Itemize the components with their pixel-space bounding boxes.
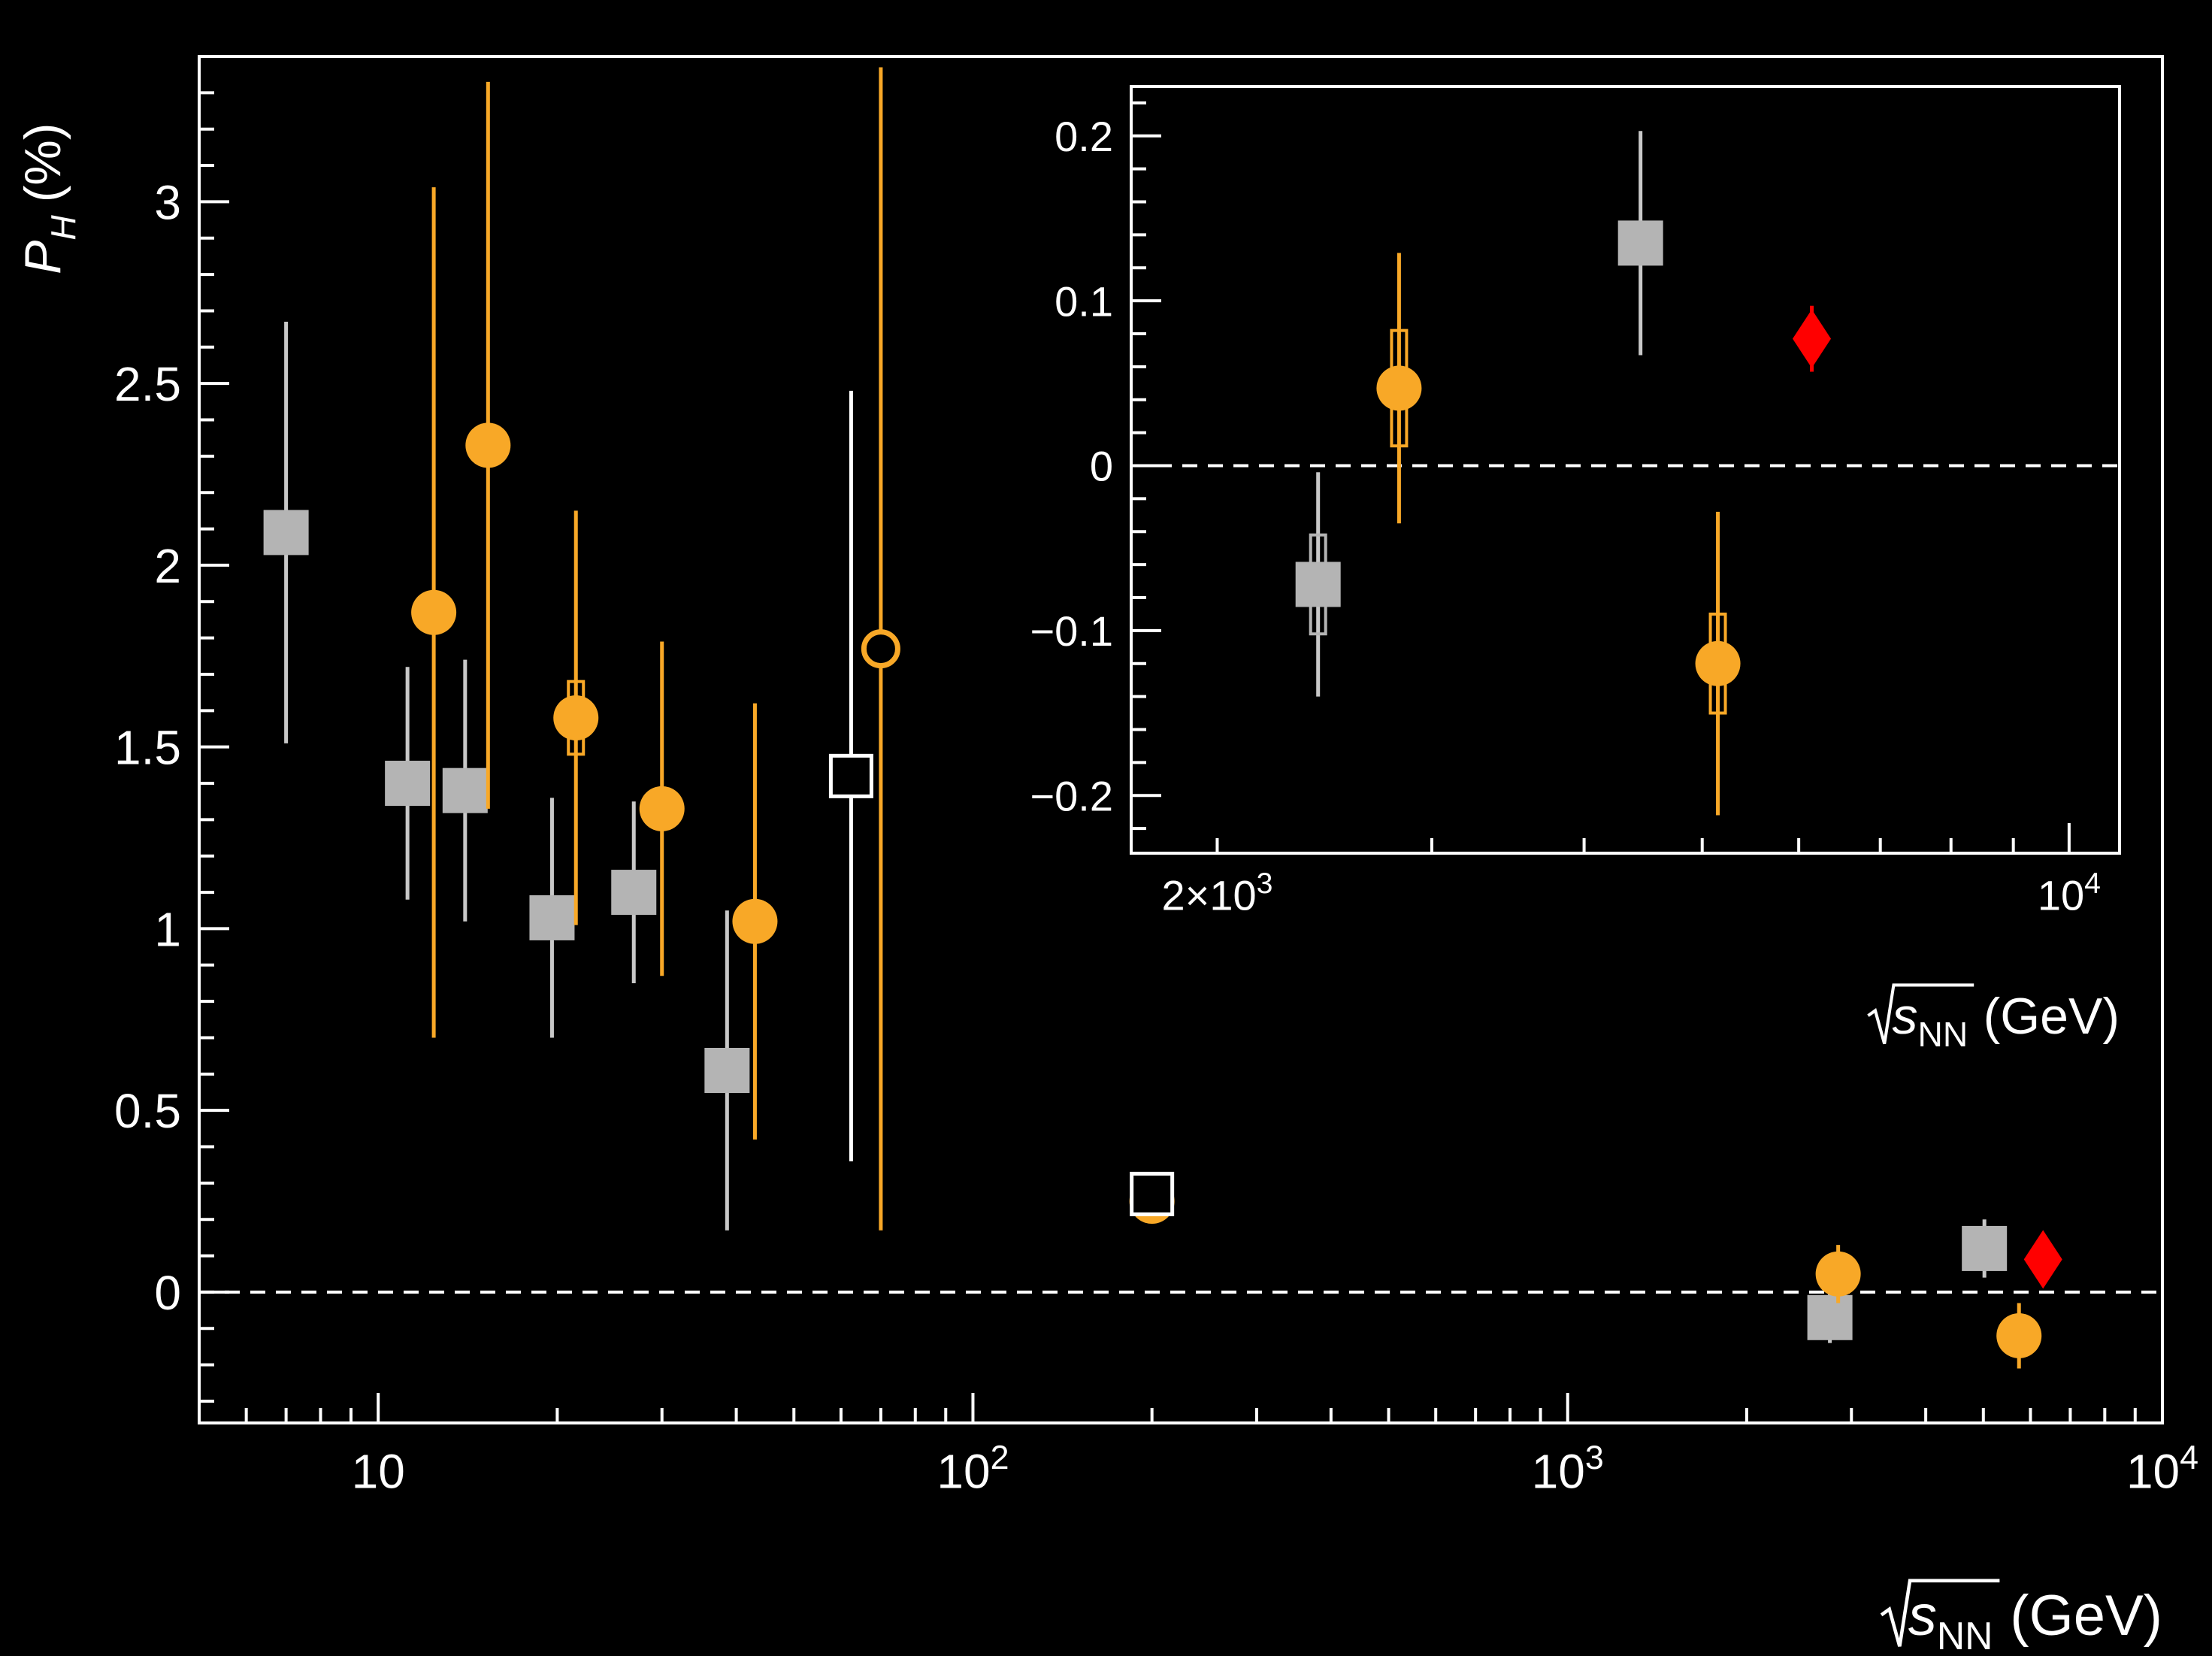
inset-data-point-circle (1695, 640, 1741, 686)
main-series-square-open (828, 390, 1175, 1216)
main-data-point-diamond (2023, 1230, 2062, 1289)
inset-y-tick-label: −0.1 (1030, 607, 1113, 655)
inset-data-point-square (1295, 562, 1341, 607)
main-data-point-circle (465, 422, 511, 468)
main-data-point-square (529, 895, 575, 940)
main-y-tick-label: 0.5 (114, 1084, 181, 1138)
inset-x-tick-label: 2×103 (1161, 867, 1272, 919)
main-y-axis: 0 0.5 1 1.5 2 2.5 3 (114, 55, 229, 1403)
inset-data-point-circle (1376, 365, 1422, 411)
main-series-diamond-filled (2023, 1230, 2062, 1289)
main-x-tick-label: 102 (937, 1439, 1009, 1499)
inset-data-point-diamond (1793, 309, 1832, 368)
main-y-axis-title: PH(%) (14, 123, 83, 274)
main-data-point-circle (411, 589, 457, 635)
inset-panel: 2×103 104 −0.2 −0.1 0 0.1 0.2 sNN (GeV) (1030, 85, 2121, 1054)
inset-y-tick-label: −0.2 (1030, 772, 1113, 819)
main-series-circle-open (861, 67, 900, 1231)
main-data-point-circle (732, 898, 778, 944)
main-x-axis: 10 102 103 104 (198, 1393, 2198, 1499)
inset-x-tick-label: 104 (2038, 867, 2101, 919)
inset-x-axis-title: sNN (GeV) (1892, 988, 2120, 1054)
inset-x-axis: 2×103 104 (1161, 823, 2101, 919)
inset-series-circle-filled (1376, 253, 1741, 816)
main-data-point-square (1807, 1294, 1853, 1340)
inset-y-tick-label: 0.1 (1055, 277, 1113, 325)
main-data-point-square (385, 761, 431, 807)
main-data-point-square (1962, 1225, 2008, 1271)
inset-data-point-square (1617, 220, 1663, 266)
main-data-point-circle (553, 695, 599, 740)
main-y-tick-label: 3 (154, 175, 181, 229)
main-y-tick-label: 1.5 (114, 721, 181, 775)
inset-y-axis: −0.2 −0.1 0 0.1 0.2 (1030, 101, 1161, 831)
inset-y-tick-label: 0.2 (1055, 113, 1113, 160)
main-data-point-circle (1815, 1251, 1861, 1297)
main-y-tick-label: 0 (154, 1266, 181, 1320)
main-y-tick-label: 2.5 (114, 357, 181, 411)
main-data-point-square (611, 870, 657, 916)
main-data-point-open-circle (861, 629, 900, 669)
inset-y-tick-label: 0 (1090, 443, 1113, 490)
main-x-axis-title: sNN (GeV) (1908, 1584, 2162, 1656)
main-sqrt-sign (1880, 1579, 2000, 1647)
inset-series-diamond-filled (1793, 305, 1832, 372)
main-plot-frame (198, 55, 2164, 1424)
main-panel: 10 102 103 104 0 0.5 1 1.5 2 2.5 3 PH(%) sNN (GeV) (14, 55, 2198, 1656)
main-data-point-circle (639, 786, 685, 831)
main-series-square-filled (263, 321, 2008, 1343)
main-data-point-square (263, 510, 309, 556)
main-data-point-open-square (1130, 1171, 1175, 1216)
main-x-tick-label: 103 (1532, 1439, 1604, 1499)
main-data-point-open-square (828, 753, 873, 798)
inset-series-square-filled (1295, 131, 1663, 697)
inset-sqrt-sign (1867, 983, 1974, 1045)
main-x-tick-label: 104 (2126, 1439, 2198, 1499)
main-x-tick-label: 10 (352, 1444, 405, 1498)
main-y-tick-label: 2 (154, 539, 181, 593)
main-data-point-circle (1996, 1312, 2042, 1358)
main-y-tick-label: 1 (154, 902, 181, 956)
main-data-point-square (442, 767, 488, 813)
inset-plot-frame (1130, 85, 2121, 855)
main-data-point-square (704, 1047, 750, 1093)
